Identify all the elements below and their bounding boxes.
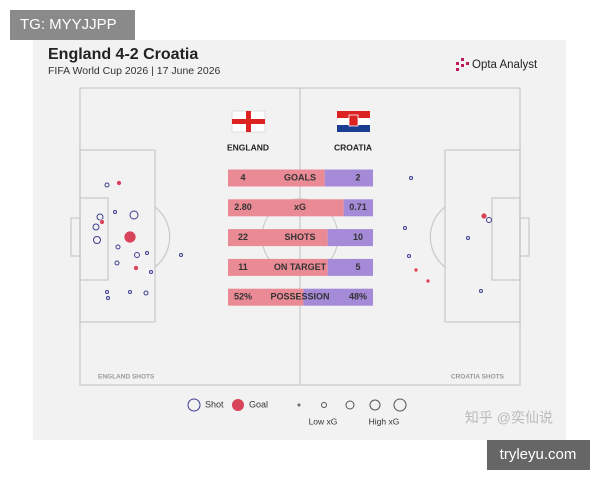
brand-logo bbox=[456, 58, 469, 71]
away-value: 0.71 bbox=[349, 202, 367, 212]
away-team: CROATIA bbox=[334, 142, 372, 152]
away-value: 10 bbox=[353, 232, 363, 242]
home-value: 52% bbox=[234, 292, 252, 302]
watermark: TG: MYYJJPP bbox=[20, 16, 117, 33]
home-value: 11 bbox=[238, 262, 248, 272]
away-value: 5 bbox=[355, 262, 360, 272]
stats: 4 GOALS 2 2.80 xG 0.71 22 SHOTS 10 11 ON TARGET 5 52… bbox=[228, 169, 373, 306]
away-bar bbox=[343, 199, 373, 217]
legend: Shot Goal Low xG High xG bbox=[187, 398, 407, 426]
away-value: 2 bbox=[355, 172, 360, 182]
away-bar bbox=[327, 229, 373, 247]
shots bbox=[92, 176, 492, 300]
away-bar bbox=[303, 288, 373, 306]
watermark-zhihu: 知乎 @奕仙说 bbox=[465, 410, 553, 426]
home-bar bbox=[228, 169, 325, 187]
home-value: 4 bbox=[240, 172, 245, 182]
away-bar bbox=[327, 258, 373, 276]
home-value: 2.80 bbox=[234, 202, 252, 212]
england-flag bbox=[231, 110, 266, 133]
watermark-box bbox=[10, 10, 135, 40]
legend-low: Low xG bbox=[309, 416, 338, 426]
brand: Opta Analyst bbox=[472, 59, 538, 71]
site-box bbox=[487, 440, 590, 470]
subtitle: FIFA World Cup 2026 | 17 June 2026 bbox=[48, 65, 221, 77]
legend-goal: Goal bbox=[249, 399, 268, 409]
croatia-flag bbox=[337, 111, 370, 132]
stat-name: ON TARGET bbox=[274, 262, 327, 272]
home-team: ENGLAND bbox=[227, 142, 269, 152]
site: tryleyu.com bbox=[500, 446, 577, 463]
away-bar bbox=[324, 169, 373, 187]
home-bar bbox=[228, 288, 304, 306]
legend-shot: Shot bbox=[205, 399, 224, 409]
stat-name: xG bbox=[294, 202, 306, 212]
away-pitch-label: CROATIA SHOTS bbox=[451, 374, 505, 381]
stat-name: SHOTS bbox=[284, 232, 315, 242]
stat-name: GOALS bbox=[284, 172, 316, 182]
home-pitch-label: ENGLAND SHOTS bbox=[98, 374, 155, 381]
home-value: 22 bbox=[238, 232, 248, 242]
home-bar bbox=[228, 229, 328, 247]
home-bar bbox=[228, 199, 344, 217]
home-bar bbox=[228, 258, 328, 276]
away-value: 48% bbox=[349, 292, 367, 302]
title: England 4-2 Croatia bbox=[48, 46, 198, 63]
legend-high: High xG bbox=[369, 416, 400, 426]
stat-name: POSSESSION bbox=[270, 292, 329, 302]
